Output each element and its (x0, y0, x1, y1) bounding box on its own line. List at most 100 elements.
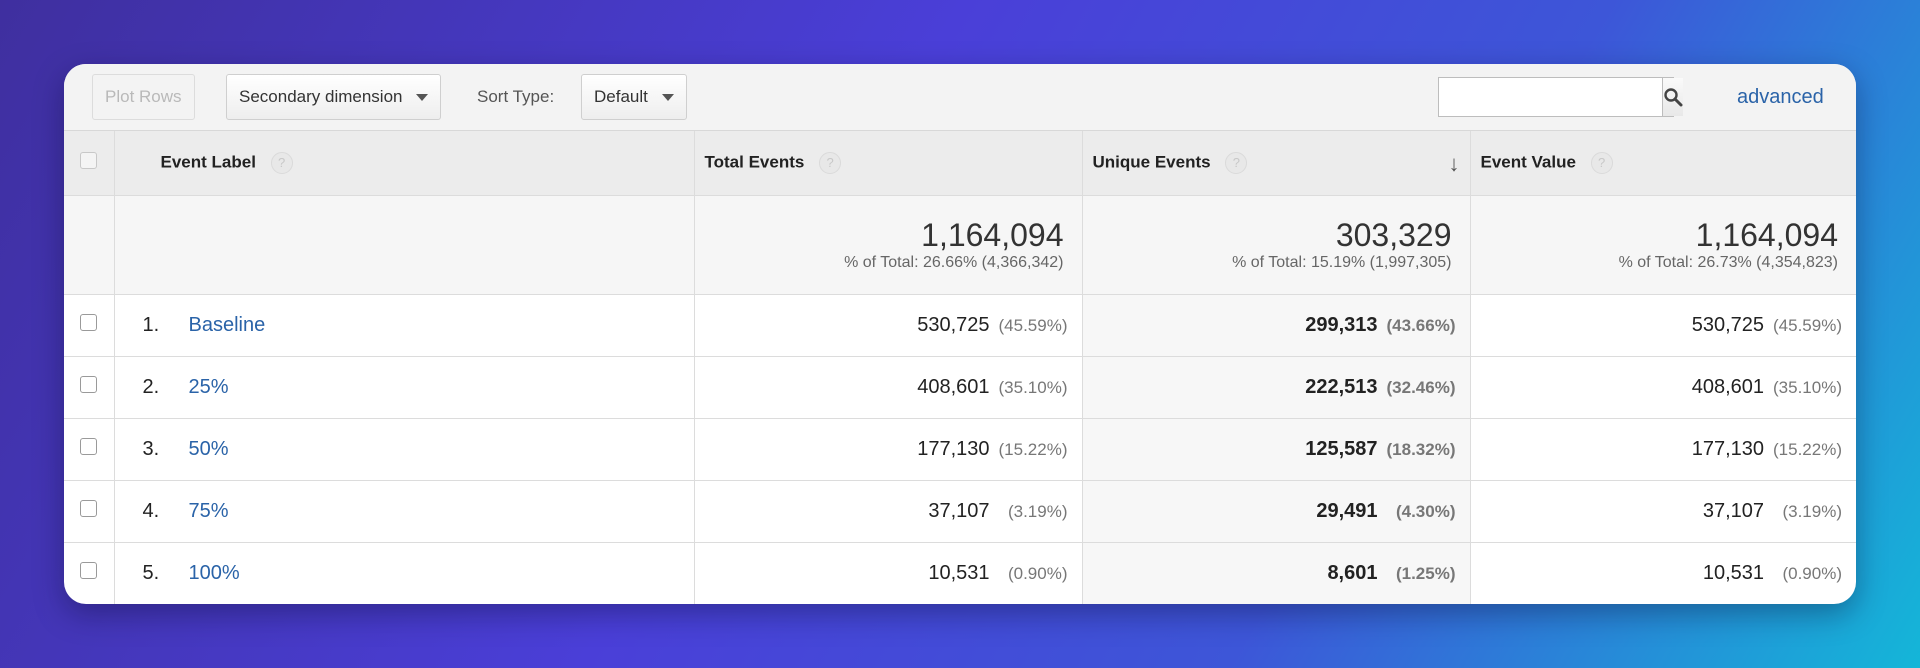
row-checkbox[interactable] (80, 500, 98, 517)
total-events-total-share: % of Total: 26.66% (4,366,342) (844, 254, 1064, 271)
search-icon (1664, 88, 1683, 107)
select-all-checkbox[interactable] (80, 152, 98, 169)
unique-events-percent: (32.46%) (1386, 378, 1456, 397)
event-value-total: 1,164,094 % of Total: 26.73% (4,354,823) (1470, 195, 1856, 295)
total-events-total: 1,164,094 % of Total: 26.66% (4,366,342) (694, 195, 1083, 295)
totals-row: 1,164,094 % of Total: 26.66% (4,366,342)… (64, 195, 1856, 295)
event-value-cell: 408,601 (35.10%) (1470, 356, 1856, 419)
event-value-cell: 177,130 (15.22%) (1470, 418, 1856, 481)
total-events-percent: (0.90%) (1007, 564, 1068, 583)
row-select-cell (64, 356, 115, 419)
help-icon[interactable]: ? (270, 152, 293, 174)
row-select-cell (64, 294, 115, 357)
search-button[interactable] (1662, 78, 1683, 116)
unique-events-value: 29,491 (1316, 500, 1378, 522)
row-index: 2. (142, 376, 160, 398)
totals-label-cell (114, 195, 695, 295)
row-checkbox[interactable] (80, 562, 98, 579)
table-header-row: Event Label ? Total Events ? Unique Even… (64, 131, 1856, 196)
event-value-value: 408,601 (1691, 376, 1764, 398)
row-index: 1. (142, 314, 160, 336)
event-table: Event Label ? Total Events ? Unique Even… (64, 131, 1856, 604)
unique-events-cell: 29,491 (4.30%) (1082, 480, 1471, 543)
event-value-header[interactable]: Event Value ? (1470, 131, 1856, 196)
unique-events-value: 299,313 (1305, 314, 1378, 336)
event-value-value: 37,107 (1702, 500, 1764, 522)
row-index: 4. (142, 500, 160, 522)
event-label-header[interactable]: Event Label ? (114, 131, 695, 196)
sort-type-dropdown[interactable]: Default (581, 74, 687, 120)
event-label-header-text: Event Label (160, 152, 256, 172)
unique-events-value: 222,513 (1305, 376, 1378, 398)
total-events-cell: 177,130 (15.22%) (694, 418, 1083, 481)
event-label-cell: 5. 100% (114, 542, 695, 604)
event-value-cell: 530,725 (45.59%) (1470, 294, 1856, 357)
event-label-link[interactable]: 75% (188, 500, 229, 522)
report-card: Plot Rows Secondary dimension Sort Type:… (64, 64, 1856, 604)
advanced-link[interactable]: advanced (1737, 86, 1824, 108)
total-events-header[interactable]: Total Events ? (694, 131, 1083, 196)
help-icon[interactable]: ? (1590, 152, 1613, 174)
unique-events-total-value: 303,329 (1335, 217, 1452, 253)
event-value-value: 177,130 (1691, 438, 1764, 460)
table-row: 3. 50% 177,130 (15.22%) 125,587 (18.32%) 17… (64, 418, 1856, 481)
total-events-cell: 37,107 (3.19%) (694, 480, 1083, 543)
event-value-total-share: % of Total: 26.73% (4,354,823) (1618, 254, 1838, 271)
unique-events-percent: (43.66%) (1386, 316, 1456, 335)
event-value-percent: (35.10%) (1773, 378, 1842, 397)
table-search (1438, 77, 1683, 117)
row-checkbox[interactable] (80, 314, 98, 331)
event-value-total-value: 1,164,094 (1695, 217, 1838, 253)
row-select-cell (64, 480, 115, 543)
event-label-link[interactable]: 25% (188, 376, 229, 398)
total-events-percent: (15.22%) (998, 440, 1068, 459)
total-events-value: 10,531 (928, 562, 990, 584)
total-events-percent: (35.10%) (998, 378, 1068, 397)
event-label-link[interactable]: 100% (188, 562, 240, 584)
search-input[interactable] (1439, 78, 1662, 116)
table-row: 5. 100% 10,531 (0.90%) 8,601 (1.25%) 10,531… (64, 542, 1856, 604)
event-value-percent: (15.22%) (1773, 440, 1842, 459)
unique-events-value: 125,587 (1305, 438, 1378, 460)
event-label-cell: 3. 50% (114, 418, 695, 481)
event-label-link[interactable]: 50% (188, 438, 229, 460)
secondary-dimension-dropdown[interactable]: Secondary dimension (226, 74, 442, 120)
total-events-total-value: 1,164,094 (921, 217, 1064, 253)
total-events-cell: 10,531 (0.90%) (694, 542, 1083, 604)
chevron-down-icon (416, 93, 429, 101)
unique-events-cell: 125,587 (18.32%) (1082, 418, 1471, 481)
sort-type-label: Sort Type: (477, 87, 555, 106)
sort-type-value: Default (594, 87, 648, 106)
unique-events-total-share: % of Total: 15.19% (1,997,305) (1232, 254, 1452, 271)
event-value-cell: 37,107 (3.19%) (1470, 480, 1856, 543)
event-value-percent: (45.59%) (1773, 316, 1842, 335)
event-value-value: 10,531 (1702, 562, 1764, 584)
total-events-cell: 530,725 (45.59%) (694, 294, 1083, 357)
event-value-value: 530,725 (1691, 314, 1764, 336)
unique-events-percent: (1.25%) (1395, 564, 1456, 583)
row-select-cell (64, 418, 115, 481)
help-icon[interactable]: ? (819, 152, 842, 174)
total-events-percent: (3.19%) (1007, 502, 1068, 521)
event-label-link[interactable]: Baseline (188, 314, 266, 336)
unique-events-percent: (18.32%) (1386, 440, 1456, 459)
table-row: 4. 75% 37,107 (3.19%) 29,491 (4.30%) 37,107… (64, 480, 1856, 543)
event-value-percent: (0.90%) (1782, 564, 1842, 583)
event-value-percent: (3.19%) (1782, 502, 1842, 521)
total-events-value: 530,725 (917, 314, 990, 336)
unique-events-header[interactable]: Unique Events ? ↓ (1082, 131, 1471, 196)
table-row: 1. Baseline 530,725 (45.59%) 299,313 (43.66… (64, 294, 1856, 357)
arrow-down-icon: ↓ (1448, 151, 1460, 176)
unique-events-header-text: Unique Events (1092, 152, 1211, 172)
plot-rows-button[interactable]: Plot Rows (92, 74, 195, 120)
unique-events-percent: (4.30%) (1395, 502, 1456, 521)
row-checkbox[interactable] (80, 438, 98, 455)
row-index: 3. (142, 438, 160, 460)
event-value-header-text: Event Value (1480, 152, 1576, 172)
plot-rows-label: Plot Rows (105, 87, 182, 106)
secondary-dimension-label: Secondary dimension (239, 87, 403, 106)
help-icon[interactable]: ? (1225, 152, 1248, 174)
event-label-cell: 1. Baseline (114, 294, 695, 357)
row-checkbox[interactable] (80, 376, 98, 393)
total-events-value: 408,601 (917, 376, 990, 398)
